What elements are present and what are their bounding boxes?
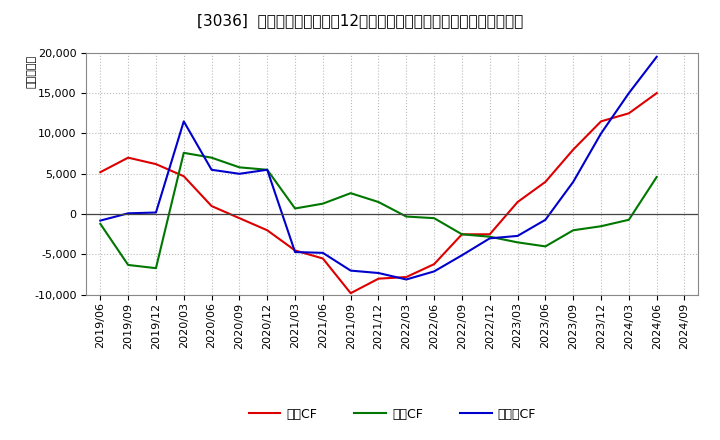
Line: 営業CF: 営業CF <box>100 93 657 293</box>
営業CF <box>235 216 243 221</box>
営業CF <box>374 276 383 281</box>
営業CF <box>624 110 633 116</box>
Text: [3036]  キャッシュフローの12か月移動合計の対前年同期増減額の推移: [3036] キャッシュフローの12か月移動合計の対前年同期増減額の推移 <box>197 13 523 28</box>
営業CF <box>485 231 494 237</box>
フリーCF <box>541 217 550 223</box>
投資CF <box>513 240 522 245</box>
営業CF <box>569 147 577 152</box>
フリーCF <box>513 233 522 238</box>
フリーCF <box>485 236 494 241</box>
投資CF <box>652 174 661 180</box>
投資CF <box>318 201 327 206</box>
フリーCF <box>152 210 161 215</box>
投資CF <box>179 150 188 155</box>
フリーCF <box>374 270 383 275</box>
投資CF <box>569 227 577 233</box>
フリーCF <box>124 211 132 216</box>
営業CF <box>263 227 271 233</box>
フリーCF <box>458 253 467 258</box>
フリーCF <box>652 54 661 59</box>
投資CF <box>124 262 132 268</box>
営業CF <box>652 91 661 96</box>
Line: 投資CF: 投資CF <box>100 153 657 268</box>
投資CF <box>235 165 243 170</box>
フリーCF <box>96 218 104 223</box>
営業CF <box>513 199 522 205</box>
フリーCF <box>346 268 355 273</box>
営業CF <box>402 275 410 280</box>
フリーCF <box>235 171 243 176</box>
フリーCF <box>318 250 327 256</box>
営業CF <box>318 256 327 261</box>
投資CF <box>541 244 550 249</box>
営業CF <box>291 248 300 253</box>
投資CF <box>152 266 161 271</box>
投資CF <box>374 199 383 205</box>
営業CF <box>458 231 467 237</box>
Text: （百万円）: （百万円） <box>27 55 36 88</box>
フリーCF <box>207 167 216 172</box>
投資CF <box>291 206 300 211</box>
営業CF <box>179 173 188 179</box>
営業CF <box>541 179 550 184</box>
フリーCF <box>624 91 633 96</box>
投資CF <box>430 216 438 221</box>
投資CF <box>624 217 633 223</box>
投資CF <box>96 221 104 227</box>
投資CF <box>458 231 467 237</box>
営業CF <box>430 261 438 267</box>
営業CF <box>152 161 161 167</box>
営業CF <box>207 203 216 209</box>
投資CF <box>402 214 410 219</box>
フリーCF <box>179 119 188 124</box>
営業CF <box>597 119 606 124</box>
営業CF <box>96 169 104 175</box>
Line: フリーCF: フリーCF <box>100 57 657 279</box>
Legend: 営業CF, 投資CF, フリーCF: 営業CF, 投資CF, フリーCF <box>243 403 541 425</box>
投資CF <box>485 234 494 239</box>
投資CF <box>263 167 271 172</box>
フリーCF <box>597 131 606 136</box>
フリーCF <box>430 269 438 274</box>
投資CF <box>207 155 216 160</box>
フリーCF <box>291 249 300 255</box>
フリーCF <box>263 167 271 172</box>
営業CF <box>346 290 355 296</box>
フリーCF <box>569 179 577 184</box>
投資CF <box>346 191 355 196</box>
投資CF <box>597 224 606 229</box>
営業CF <box>124 155 132 160</box>
フリーCF <box>402 277 410 282</box>
